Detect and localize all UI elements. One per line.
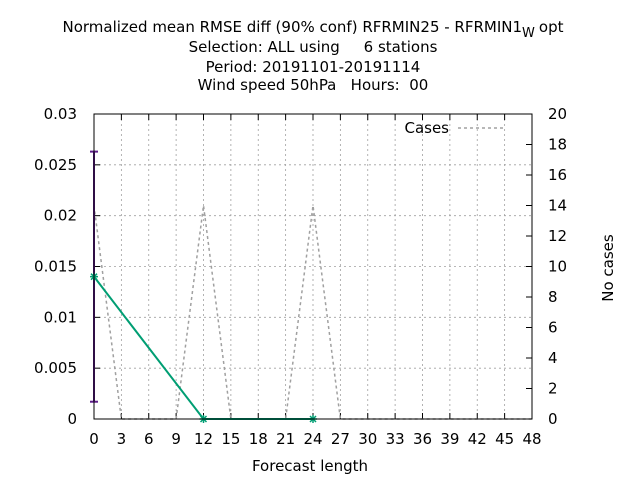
x-tick-label: 6 <box>144 430 154 448</box>
x-tick-label: 45 <box>495 430 514 448</box>
y2-tick-label: 2 <box>548 380 558 398</box>
x-tick-label: 42 <box>468 430 487 448</box>
x-tick-label: 30 <box>358 430 377 448</box>
chart-title-line-1: Normalized mean RMSE diff (90% conf) RFR… <box>62 18 563 41</box>
x-tick-label: 33 <box>386 430 405 448</box>
y2-tick-label: 8 <box>548 288 558 306</box>
chart-title-suffix: opt <box>539 18 564 36</box>
x-tick-label: 0 <box>89 430 99 448</box>
x-tick-label: 36 <box>413 430 432 448</box>
y-tick-label: 0.015 <box>34 258 77 276</box>
legend: Cases <box>404 119 506 137</box>
chart-title-line-4: Wind speed 50hPa Hours: 00 <box>198 76 429 94</box>
y-tick-label: 0.03 <box>44 105 77 123</box>
y-tick-label: 0 <box>67 410 77 428</box>
x-tick-label: 12 <box>194 430 213 448</box>
legend-label-cases: Cases <box>404 119 449 137</box>
x-axis-title: Forecast length <box>252 457 368 475</box>
y-tick-label: 0.025 <box>34 156 77 174</box>
y2-tick-label: 6 <box>548 319 558 337</box>
y2-tick-label: 14 <box>548 197 567 215</box>
chart-title-line-2: Selection: ALL using 6 stations <box>189 38 438 56</box>
y2-tick-label: 12 <box>548 227 567 245</box>
chart-title-line-3: Period: 20191101-20191114 <box>206 58 421 76</box>
y-tick-label: 0.02 <box>44 207 77 225</box>
y2-axis-title: No cases <box>599 234 617 302</box>
plot-border <box>93 113 533 420</box>
y2-tick-label: 20 <box>548 105 567 123</box>
chart-title-subscript: W <box>522 26 535 41</box>
y2-tick-label: 10 <box>548 258 567 276</box>
x-tick-label: 9 <box>171 430 181 448</box>
x-tick-label: 27 <box>331 430 350 448</box>
y-tick-label: 0.01 <box>44 308 77 326</box>
y2-tick-label: 0 <box>548 410 558 428</box>
x-tick-label: 15 <box>221 430 240 448</box>
x-tick-label: 24 <box>303 430 322 448</box>
grid <box>94 114 532 419</box>
x-tick-label: 21 <box>276 430 295 448</box>
x-tick-label: 48 <box>522 430 541 448</box>
y2-tick-label: 18 <box>548 136 567 154</box>
ticks: 0 3 6 9 12 15 18 21 24 27 30 33 36 39 42 45 4800.0050.01… <box>34 105 567 448</box>
y-tick-label: 0.005 <box>34 359 77 377</box>
x-tick-label: 18 <box>249 430 268 448</box>
y2-tick-label: 16 <box>548 166 567 184</box>
y2-tick-label: 4 <box>548 349 558 367</box>
x-tick-label: 39 <box>440 430 459 448</box>
x-tick-label: 3 <box>117 430 127 448</box>
